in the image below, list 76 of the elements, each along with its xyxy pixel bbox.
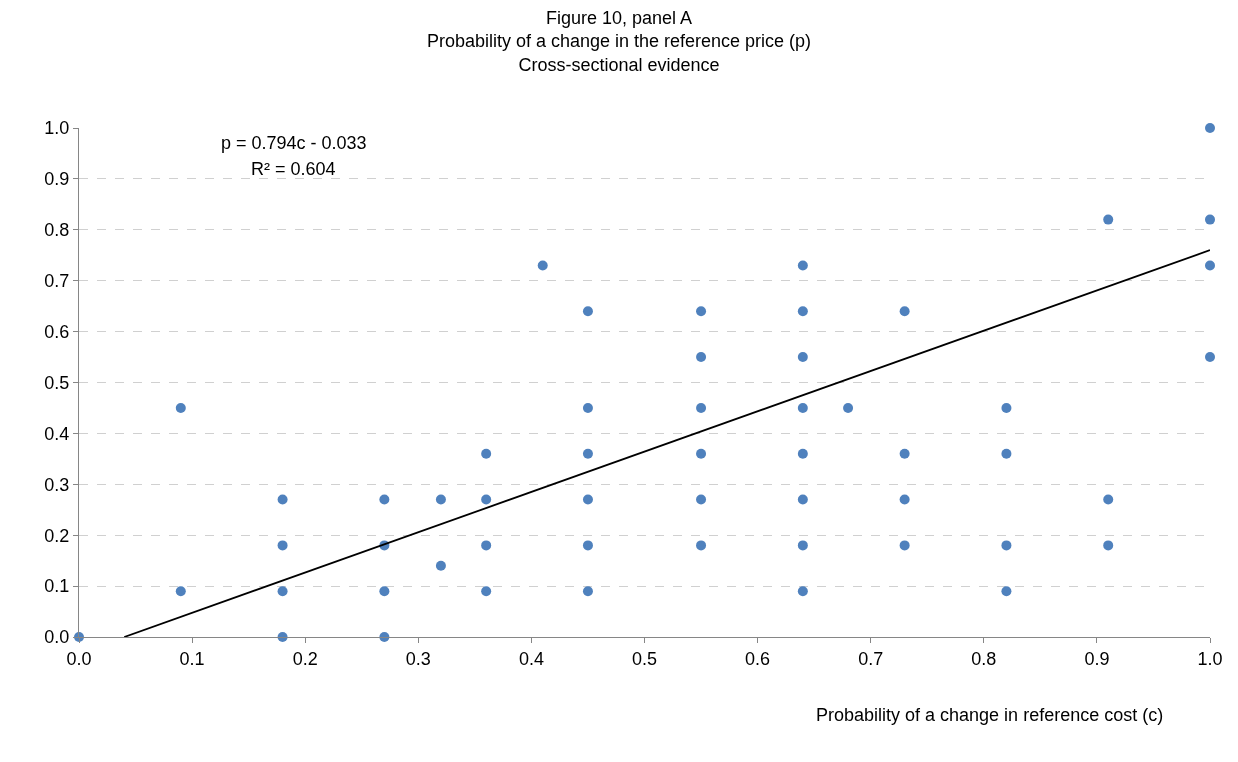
- point: [435, 560, 446, 571]
- point: [582, 448, 593, 459]
- point: [1103, 494, 1114, 505]
- point: [1103, 214, 1114, 225]
- point: [899, 306, 910, 317]
- point: [277, 494, 288, 505]
- point: [899, 540, 910, 551]
- point: [582, 402, 593, 413]
- x-tick-label: 0.1: [179, 648, 205, 669]
- y-tick-label: 0.1: [44, 576, 70, 597]
- chart-title: Figure 10, panel A Probability of a change in the reference price (p) Cross-sectional evidence: [426, 8, 812, 75]
- point: [175, 402, 186, 413]
- y-tick-label: 0.7: [44, 271, 70, 291]
- point: [435, 494, 446, 505]
- y-tick-label: 0.6: [44, 321, 70, 342]
- point: [899, 494, 910, 505]
- point: [1205, 260, 1215, 271]
- x-tick-label: 1.0: [1197, 648, 1223, 669]
- x-tick-label: 0.8: [971, 648, 997, 669]
- point: [797, 260, 808, 271]
- point: [696, 540, 707, 551]
- point: [481, 494, 492, 505]
- point: [797, 352, 808, 363]
- point: [1001, 540, 1012, 551]
- point: [797, 586, 808, 597]
- point: [1001, 448, 1012, 459]
- point: [379, 494, 390, 505]
- x-tick-label: 0.5: [631, 648, 658, 669]
- point: [582, 586, 593, 597]
- point: [1001, 402, 1012, 413]
- point: [175, 586, 186, 597]
- y-tick-label: 1.0: [44, 118, 70, 139]
- point: [277, 540, 288, 551]
- y-tick-label: 0.0: [44, 627, 70, 648]
- point: [277, 586, 288, 597]
- x-axis-title: Probability of a change in reference cost (c): [816, 705, 1164, 725]
- x-tick-label: 0.0: [66, 648, 92, 669]
- point: [481, 540, 492, 551]
- y-tick-label: 0.8: [44, 220, 70, 241]
- point: [797, 306, 808, 317]
- point: [1205, 352, 1215, 363]
- x-tick-label: 0.4: [518, 648, 544, 669]
- point: [797, 402, 808, 413]
- point: [696, 402, 707, 413]
- point: [1205, 214, 1215, 225]
- point: [797, 494, 808, 505]
- point: [537, 260, 548, 271]
- y-tick-label: 0.9: [44, 169, 70, 190]
- point: [582, 306, 593, 317]
- point: [481, 586, 492, 597]
- point: [1205, 123, 1215, 133]
- annotation: p = 0.794c - 0.033: [221, 133, 367, 153]
- point: [797, 540, 808, 551]
- point: [797, 448, 808, 459]
- y-tick-label: 0.4: [44, 423, 70, 444]
- y-tick-label: 0.2: [44, 525, 70, 546]
- y-tick-label: 0.5: [44, 372, 70, 393]
- point: [696, 494, 707, 505]
- point: [1001, 586, 1012, 597]
- point: [379, 586, 390, 597]
- point: [696, 352, 707, 363]
- point: [1103, 540, 1114, 551]
- point: [582, 540, 593, 551]
- annotation: R² = 0.604: [251, 159, 336, 179]
- point: [696, 306, 707, 317]
- point: [899, 448, 910, 459]
- x-tick-label: 0.7: [858, 648, 884, 669]
- x-tick-label: 0.9: [1084, 648, 1110, 669]
- point: [582, 494, 593, 505]
- point: [843, 402, 854, 413]
- point: [481, 448, 492, 459]
- point: [696, 448, 707, 459]
- x-tick-label: 0.6: [745, 648, 771, 669]
- x-tick-label: 0.2: [292, 648, 318, 669]
- y-tick-label: 0.3: [44, 474, 70, 495]
- x-tick-label: 0.3: [405, 648, 431, 669]
